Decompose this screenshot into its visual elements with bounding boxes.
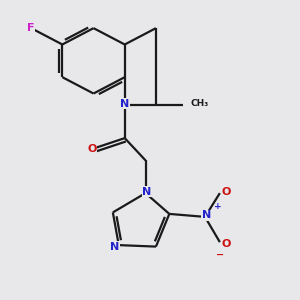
Text: O: O	[222, 187, 231, 196]
Text: N: N	[110, 242, 119, 252]
Text: N: N	[120, 99, 129, 109]
Text: O: O	[87, 143, 97, 154]
Text: N: N	[142, 187, 152, 196]
Text: −: −	[216, 250, 224, 260]
Text: O: O	[222, 238, 231, 249]
Text: F: F	[27, 23, 35, 33]
Text: CH₃: CH₃	[190, 98, 208, 107]
Text: +: +	[214, 202, 221, 211]
Text: N: N	[202, 210, 211, 220]
